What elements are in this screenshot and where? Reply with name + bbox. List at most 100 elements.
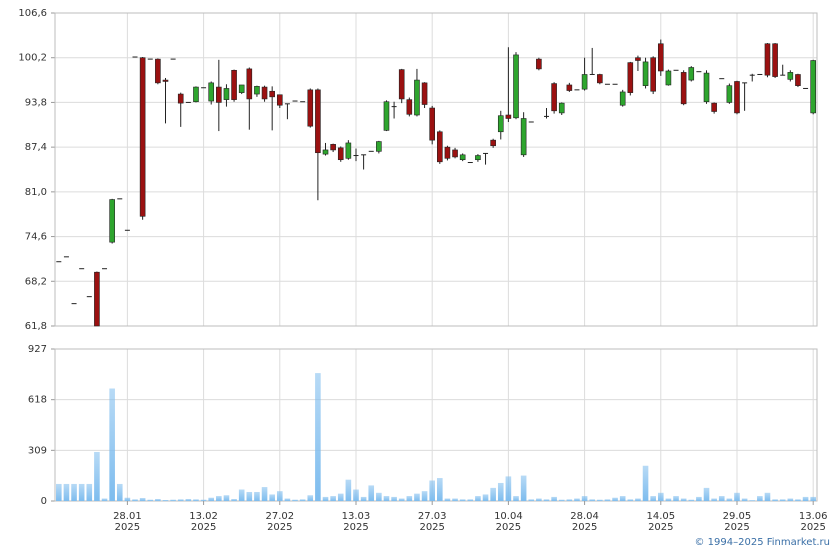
volume-bar — [703, 487, 710, 501]
candle-body — [749, 74, 755, 76]
volume-bar — [63, 483, 70, 501]
y-tick-label: 927 — [28, 344, 47, 355]
candle-body — [772, 43, 778, 77]
volume-bar — [429, 480, 435, 501]
candle-body — [254, 86, 260, 95]
volume-bar — [231, 499, 237, 501]
volume-bar — [696, 496, 702, 501]
candle-body — [612, 83, 618, 85]
volume-bar — [406, 496, 413, 501]
candle-body — [551, 83, 557, 112]
volume-bar — [604, 499, 611, 501]
volume-bar — [56, 483, 62, 501]
volume-bar — [216, 496, 222, 501]
candle-body — [71, 303, 77, 305]
volume-bar — [307, 495, 314, 501]
y-tick-label: 618 — [28, 395, 47, 406]
volume-bar — [391, 496, 397, 501]
candle-body — [391, 106, 397, 108]
y-tick-label: 61,8 — [25, 321, 47, 332]
volume-bar — [779, 499, 786, 501]
candle-body — [513, 54, 519, 119]
candle-body — [223, 88, 230, 100]
volume-bar — [551, 496, 557, 501]
volume-bar — [269, 494, 275, 501]
candle-body — [536, 58, 542, 70]
volume-bar — [452, 498, 458, 501]
candle-body — [337, 147, 344, 161]
candle-body — [650, 57, 656, 92]
volume-bar — [741, 498, 748, 501]
volume-bar — [536, 498, 542, 501]
volume-bar — [360, 496, 367, 501]
volume-bar — [505, 476, 512, 501]
candle-body — [63, 256, 69, 258]
candle-body — [383, 101, 390, 131]
volume-bar — [589, 499, 596, 501]
volume-bar — [223, 495, 230, 501]
candle-body — [543, 115, 549, 117]
volume-bar — [802, 496, 809, 501]
candle-body — [155, 58, 161, 84]
candle-body — [208, 82, 215, 102]
x-tick-year: 2025 — [800, 522, 825, 533]
volume-bar — [139, 498, 146, 501]
candle-body — [246, 68, 253, 100]
candle-body — [703, 72, 710, 103]
y-tick-label: 68,2 — [25, 276, 47, 287]
volume-bar — [673, 496, 679, 501]
candle-body — [170, 58, 176, 60]
volume-bar — [657, 492, 664, 501]
x-tick-year: 2025 — [343, 522, 368, 533]
candle-body — [185, 101, 191, 103]
x-tick-year: 2025 — [648, 522, 673, 533]
candle-body — [361, 154, 367, 156]
candle-body — [437, 131, 443, 163]
volume-bar — [177, 499, 184, 501]
volume-bar — [71, 483, 77, 501]
x-tick-year: 2025 — [496, 522, 521, 533]
y-tick-label: 87,4 — [25, 142, 47, 153]
candle-body — [803, 87, 809, 89]
volume-bar — [711, 498, 717, 501]
x-tick-label: 28.01 — [113, 511, 142, 522]
volume-bar — [482, 494, 489, 501]
volume-bar — [558, 499, 565, 501]
candle-body — [665, 70, 672, 86]
candle-body — [177, 93, 184, 104]
volume-bar — [749, 500, 756, 501]
candle-body — [345, 142, 352, 159]
candle-body — [459, 154, 466, 161]
volume-bar — [353, 489, 359, 501]
footer[interactable]: © 1994–2025 Finmarket.ru — [694, 537, 830, 548]
candle-body — [726, 85, 733, 103]
y-tick-label: 74,6 — [25, 232, 47, 243]
x-tick-label: 13.06 — [799, 511, 828, 522]
volume-bar — [459, 499, 466, 501]
volume-bar — [718, 496, 725, 501]
volume-bar — [772, 499, 778, 501]
volume-bar — [734, 492, 740, 501]
candle-body — [581, 74, 588, 90]
candle-body — [635, 57, 641, 61]
x-tick-year: 2025 — [419, 522, 444, 533]
volume-bar — [764, 492, 771, 501]
candle-body — [483, 152, 489, 154]
volume-bar — [467, 499, 474, 501]
volume-bar — [581, 496, 588, 501]
candle-body — [269, 90, 275, 98]
volume-bar — [520, 475, 527, 501]
volume-bar — [94, 451, 100, 501]
volume-bar — [627, 499, 634, 501]
candle-body — [787, 72, 794, 80]
volume-bar — [726, 498, 733, 501]
candle-body — [742, 82, 748, 84]
volume-bar — [543, 499, 550, 501]
volume-bar — [368, 485, 375, 501]
candle-body — [56, 261, 62, 263]
candle-body — [94, 271, 100, 327]
volume-bar — [185, 499, 192, 501]
candle-body — [193, 86, 199, 103]
volume-bar — [612, 497, 618, 501]
